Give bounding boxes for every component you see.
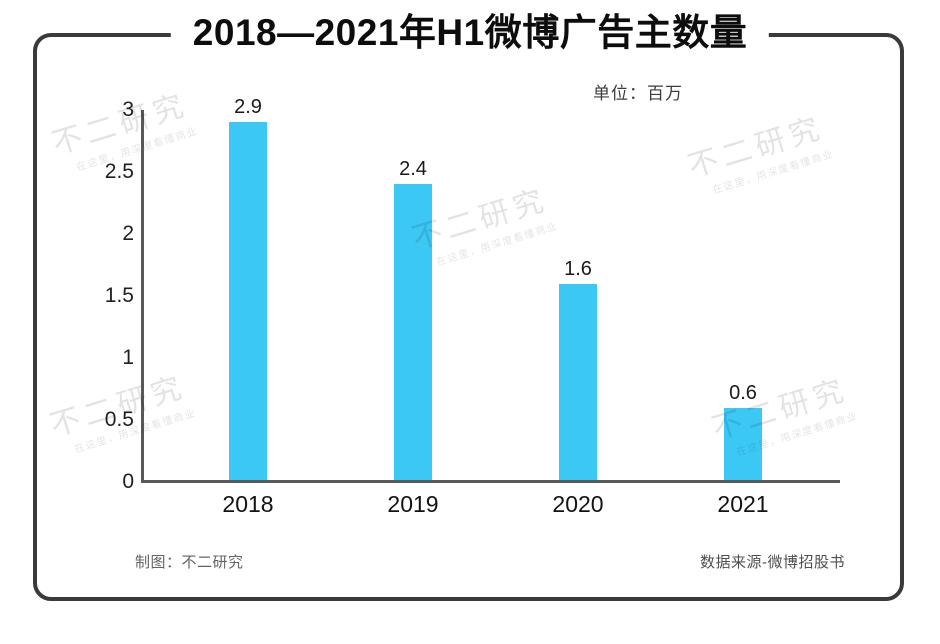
y-tick-label-1: 1 xyxy=(122,346,134,369)
bar-2020 xyxy=(559,284,597,482)
x-axis-line xyxy=(141,480,840,483)
bar-value-2019: 2.4 xyxy=(399,158,427,180)
bar-value-2018: 2.9 xyxy=(234,96,262,118)
y-tick-label-2: 2 xyxy=(122,222,134,245)
bar-2018 xyxy=(229,122,267,482)
footer-credit: 制图：不二研究 xyxy=(135,554,244,571)
bar-value-2021: 0.6 xyxy=(729,382,757,404)
x-tick-label-2018: 2018 xyxy=(222,491,274,517)
y-tick-label-3: 3 xyxy=(122,98,134,121)
bar-2019 xyxy=(394,184,432,482)
x-tick-label-2020: 2020 xyxy=(552,491,604,517)
chart-title: 2018—2021年H1微博广告主数量 xyxy=(192,12,748,53)
y-tick-label-1.5: 1.5 xyxy=(104,284,134,307)
x-tick-label-2019: 2019 xyxy=(387,491,439,517)
title-box: 2018—2021年H1微博广告主数量 xyxy=(170,8,770,58)
x-tick-label-2021: 2021 xyxy=(717,491,769,517)
y-axis-line xyxy=(141,110,144,483)
bar-value-2020: 1.6 xyxy=(564,258,592,280)
unit-label: 单位：百万 xyxy=(593,84,683,103)
footer-source: 数据来源-微博招股书 xyxy=(700,554,845,571)
y-tick-label-0.5: 0.5 xyxy=(104,408,134,431)
y-tick-label-0: 0 xyxy=(122,470,134,493)
y-tick-label-2.5: 2.5 xyxy=(104,160,134,183)
bar-2021 xyxy=(724,408,762,482)
